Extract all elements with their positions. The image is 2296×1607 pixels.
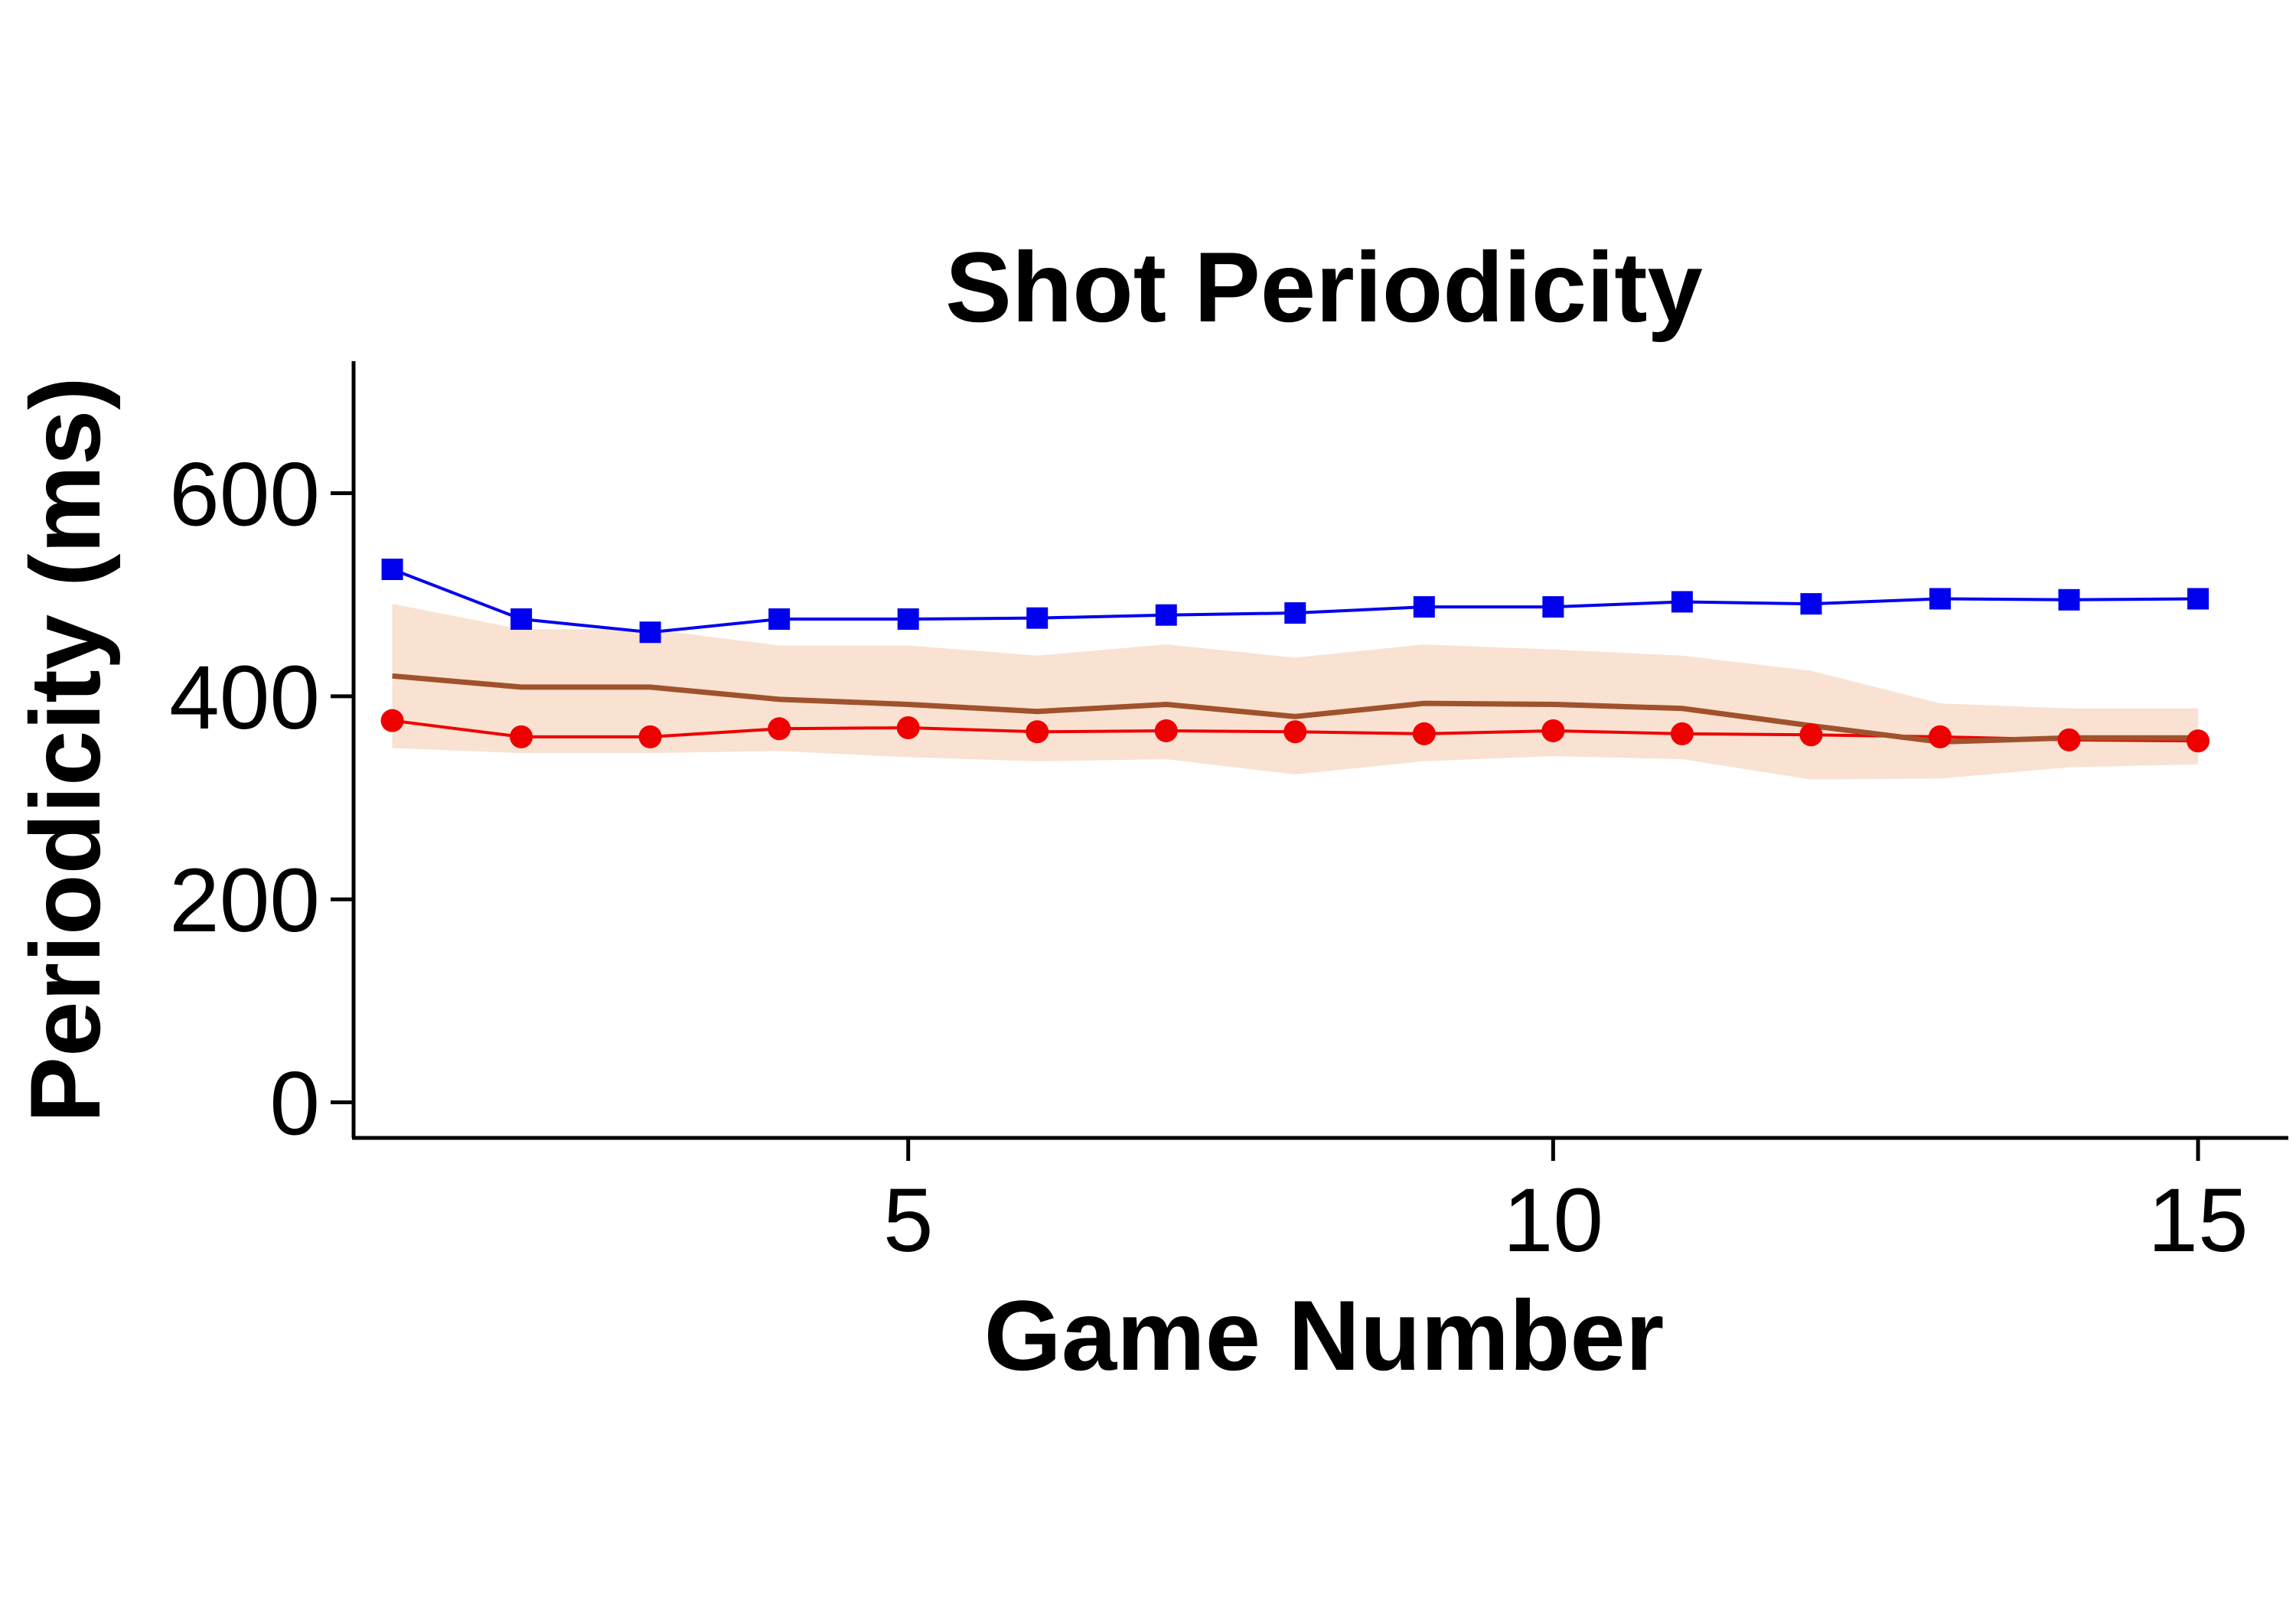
series-0-point-2 — [510, 608, 533, 631]
series-0-point-4 — [768, 608, 791, 631]
series-1-point-11 — [1670, 722, 1694, 745]
series-0-point-3 — [639, 621, 661, 644]
series-0-point-10 — [1542, 596, 1564, 618]
series-1-point-4 — [768, 717, 791, 741]
x-tick-label: 15 — [2148, 1170, 2248, 1271]
marker-layer — [380, 558, 2210, 753]
series-0-point-14 — [2058, 588, 2080, 611]
series-0-point-6 — [1026, 607, 1049, 629]
series-1-point-15 — [2187, 729, 2210, 753]
series-0-point-15 — [2187, 588, 2210, 610]
series-1-point-8 — [1283, 720, 1307, 744]
y-tick-label: 400 — [169, 647, 320, 748]
series-1-point-12 — [1799, 723, 1823, 747]
series-1-point-14 — [2057, 728, 2081, 751]
series-0-point-1 — [381, 558, 403, 580]
y-tick-label: 600 — [169, 444, 320, 545]
y-tick-label: 0 — [269, 1054, 320, 1155]
series-0-point-7 — [1155, 604, 1177, 626]
series-0-point-11 — [1671, 591, 1693, 613]
series-0-point-12 — [1800, 593, 1822, 615]
series-1-point-10 — [1541, 719, 1565, 742]
series-1-point-2 — [510, 725, 533, 748]
series-0-point-8 — [1284, 602, 1306, 624]
x-tick-label: 5 — [883, 1170, 934, 1271]
x-axis-ticks: 5 10 15 — [883, 1138, 2249, 1271]
series-0-point-9 — [1413, 596, 1435, 618]
chart-title: Shot Periodicity — [945, 231, 1703, 343]
series-1-point-1 — [380, 709, 404, 732]
x-axis-label: Game Number — [984, 1279, 1665, 1391]
plot-area — [380, 558, 2210, 780]
series-1-point-3 — [638, 725, 662, 748]
series-1-point-5 — [896, 715, 920, 739]
series-1-point-6 — [1026, 720, 1049, 744]
x-tick-label: 10 — [1503, 1170, 1603, 1271]
series-0-point-5 — [897, 608, 919, 631]
y-tick-label: 200 — [169, 850, 320, 951]
series-0-point-13 — [1929, 588, 1951, 610]
y-axis-ticks: 0 200 400 600 — [169, 444, 354, 1155]
series-line-2 — [392, 673, 2199, 745]
y-axis-label: Periodicity (ms) — [9, 376, 121, 1123]
series-1-point-13 — [1928, 725, 1952, 748]
series-1-point-7 — [1154, 719, 1178, 742]
series-1-point-9 — [1412, 722, 1436, 745]
